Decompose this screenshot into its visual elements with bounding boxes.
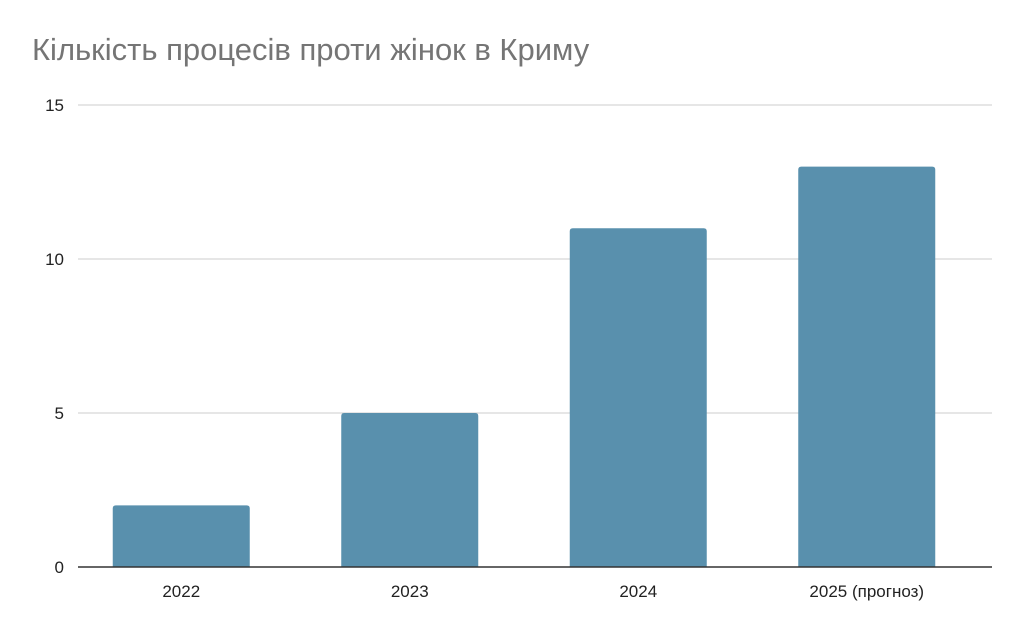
x-tick-label-2025: 2025 (прогноз) <box>809 582 924 601</box>
y-tick-label-5: 5 <box>55 404 64 423</box>
bar-layer <box>112 166 936 567</box>
x-tick-label-2022: 2022 <box>162 582 200 601</box>
x-tick-label-2024: 2024 <box>619 582 657 601</box>
x-tick-label-2023: 2023 <box>391 582 429 601</box>
bar-2022 <box>112 505 250 567</box>
y-tick-label-15: 15 <box>45 96 64 115</box>
label-layer: 0 5 10 15 2022 2023 2024 2025 (прогноз) <box>45 96 924 601</box>
y-tick-label-0: 0 <box>55 558 64 577</box>
bar-2024 <box>569 228 707 567</box>
bar-2023 <box>341 413 479 567</box>
y-tick-label-10: 10 <box>45 250 64 269</box>
chart-title: Кількість процесів проти жінок в Криму <box>32 32 590 67</box>
bar-2025 <box>798 166 936 567</box>
